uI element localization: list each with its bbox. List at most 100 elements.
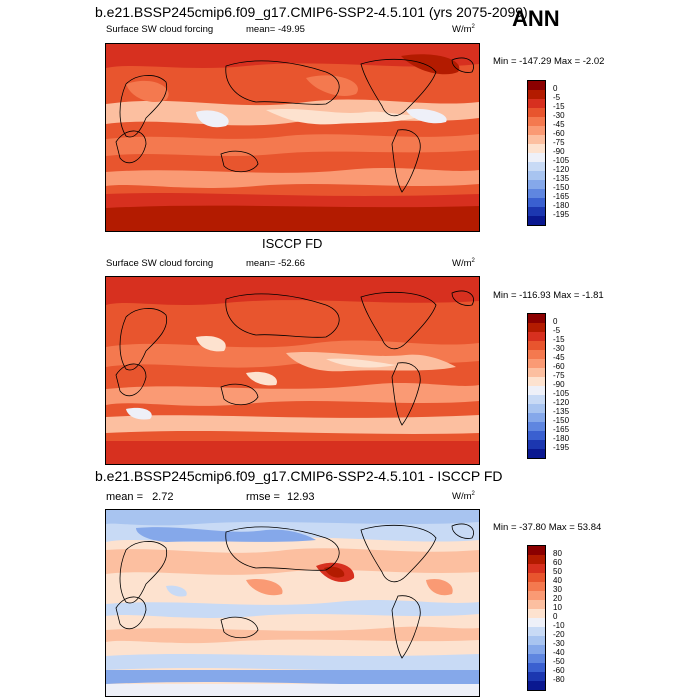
panel1-colorbar-swatch xyxy=(528,126,545,135)
panel2-colorbar-tick: -195 xyxy=(553,443,570,452)
panel2-colorbar-tick: -180 xyxy=(553,434,570,443)
panel3-units-exp: 2 xyxy=(471,491,475,497)
panel1-colorbar-swatches xyxy=(528,81,545,225)
panel3-colorbar-swatch xyxy=(528,564,545,573)
panel1-mean-value: -49.95 xyxy=(277,24,305,35)
panel3-mean-value: 2.72 xyxy=(152,491,174,503)
panel1-variable: Surface SW cloud forcing xyxy=(106,24,214,35)
panel2-colorbar-swatch xyxy=(528,413,545,422)
panel3-minmax: Min = -37.80 Max = 53.84 xyxy=(493,522,602,533)
panel3-colorbar-tick: 80 xyxy=(553,549,562,558)
panel1-colorbar-tick: -135 xyxy=(553,174,570,183)
panel2-colorbar-tick: -45 xyxy=(553,353,565,362)
panel2-colorbar-swatch xyxy=(528,341,545,350)
panel1-colorbar-tick: -15 xyxy=(553,102,565,111)
panel2-colorbar xyxy=(527,313,546,459)
panel3-colorbar-swatch xyxy=(528,672,545,681)
panel1-units-text: W/m xyxy=(452,24,472,36)
panel1-colorbar-swatch xyxy=(528,153,545,162)
panel2-colorbar-tick: -90 xyxy=(553,380,565,389)
panel3-colorbar-tick: -10 xyxy=(553,621,565,630)
panel3-colorbar-tick: 0 xyxy=(553,612,558,621)
panel3-colorbar-swatch xyxy=(528,555,545,564)
panel3-colorbar-tick: -40 xyxy=(553,648,565,657)
panel2-units-exp: 2 xyxy=(471,258,475,264)
panel3-rmse-label: rmse = xyxy=(246,491,280,503)
panel1-colorbar xyxy=(527,80,546,226)
panel3-colorbar-swatch xyxy=(528,609,545,618)
figure-title-bottom: b.e21.BSSP245cmip6.f09_g17.CMIP6-SSP2-4.… xyxy=(95,468,503,484)
panel2-colorbar-swatch xyxy=(528,431,545,440)
panel3-colorbar-swatch xyxy=(528,618,545,627)
panel1-colorbar-tick: -75 xyxy=(553,138,565,147)
panel2-colorbar-swatch xyxy=(528,350,545,359)
panel1-colorbar-swatch xyxy=(528,108,545,117)
season-label: ANN xyxy=(512,6,560,31)
panel3-colorbar-tick: -80 xyxy=(553,675,565,684)
panel2-colorbar-tick: -105 xyxy=(553,389,570,398)
panel2-colorbar-swatch xyxy=(528,422,545,431)
panel3-colorbar-swatch xyxy=(528,654,545,663)
panel1-colorbar-swatch xyxy=(528,90,545,99)
panel1-colorbar-swatch xyxy=(528,180,545,189)
panel2-colorbar-tick: -30 xyxy=(553,344,565,353)
panel1-colorbar-swatch xyxy=(528,207,545,216)
panel1-minmax: Min = -147.29 Max = -2.02 xyxy=(493,56,605,67)
panel3-colorbar-swatch xyxy=(528,573,545,582)
panel1-colorbar-swatch xyxy=(528,162,545,171)
panel2-colorbar-tick: -75 xyxy=(553,371,565,380)
panel1-colorbar-tick: -60 xyxy=(553,129,565,138)
panel1-colorbar-tick: -150 xyxy=(553,183,570,192)
panel2-colorbar-tick: -5 xyxy=(553,326,561,335)
panel3-colorbar-tick: -50 xyxy=(553,657,565,666)
panel2-units-text: W/m xyxy=(452,258,472,270)
panel2-colorbar-swatch xyxy=(528,377,545,386)
panel2-colorbar-swatch xyxy=(528,440,545,449)
panel3-units-text: W/m xyxy=(452,491,472,503)
panel2-mean: mean= -52.66 xyxy=(246,258,305,269)
panel3-colorbar-tick: 40 xyxy=(553,576,562,585)
panel3-colorbar-swatches xyxy=(528,546,545,690)
panel1-colorbar-tick: -30 xyxy=(553,111,565,120)
panel1-units: W/m2 xyxy=(452,24,475,35)
panel1-mean-label: mean= xyxy=(246,24,276,35)
panel2-colorbar-swatch xyxy=(528,386,545,395)
panel2-colorbar-swatches xyxy=(528,314,545,458)
panel1-colorbar-tick: -5 xyxy=(553,93,561,102)
panel3-rmse: rmse = 12.93 xyxy=(246,491,315,503)
panel3-colorbar-swatch xyxy=(528,645,545,654)
panel3-colorbar-swatch xyxy=(528,681,545,690)
panel1-colorbar-swatch xyxy=(528,198,545,207)
panel3-mean-label: mean = xyxy=(106,491,143,503)
panel2-colorbar-swatch xyxy=(528,314,545,323)
panel1-map-svg xyxy=(106,44,479,231)
panel1-colorbar-swatch xyxy=(528,81,545,90)
panel2-colorbar-tick: -60 xyxy=(553,362,565,371)
panel2-colorbar-tick: -15 xyxy=(553,335,565,344)
panel2-map xyxy=(105,276,480,465)
panel1-colorbar-tick: -90 xyxy=(553,147,565,156)
panel1-colorbar-swatch xyxy=(528,99,545,108)
panel3-colorbar-swatch xyxy=(528,663,545,672)
panel1-colorbar-tick: -195 xyxy=(553,210,570,219)
panel1-map xyxy=(105,43,480,232)
panel3-colorbar-swatch xyxy=(528,636,545,645)
panel2-colorbar-swatch xyxy=(528,368,545,377)
panel1-colorbar-swatch xyxy=(528,216,545,225)
panel3-map xyxy=(105,509,480,697)
panel3-colorbar-tick: 10 xyxy=(553,603,562,612)
panel1-colorbar-tick: -105 xyxy=(553,156,570,165)
panel1-colorbar-tick: -45 xyxy=(553,120,565,129)
panel3-colorbar-tick: -30 xyxy=(553,639,565,648)
panel2-colorbar-tick: -120 xyxy=(553,398,570,407)
figure-title-top: b.e21.BSSP245cmip6.f09_g17.CMIP6-SSP2-4.… xyxy=(95,4,528,20)
panel2-colorbar-swatch xyxy=(528,395,545,404)
panel2-colorbar-swatch xyxy=(528,449,545,458)
panel1-colorbar-tick: -165 xyxy=(553,192,570,201)
panel2-mean-value: -52.66 xyxy=(277,258,305,269)
panel1-colorbar-tick: -180 xyxy=(553,201,570,210)
panel2-map-svg xyxy=(106,277,479,464)
panel2-variable: Surface SW cloud forcing xyxy=(106,258,214,269)
panel2-colorbar-tick: -135 xyxy=(553,407,570,416)
panel1-colorbar-swatch xyxy=(528,135,545,144)
